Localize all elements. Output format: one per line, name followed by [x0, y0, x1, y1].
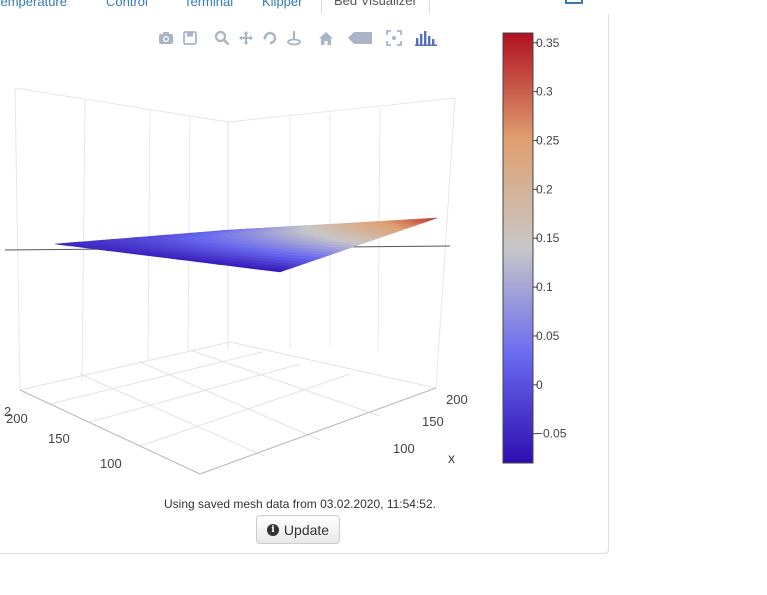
tab-bed-visualizer[interactable]: Bed Visualizer	[321, 0, 430, 15]
colorbar-tick-label: −0.05	[536, 427, 567, 441]
floor-grid-line	[79, 373, 265, 457]
scene-floor-grid	[19, 341, 437, 475]
x-tick-label: 100	[393, 441, 415, 456]
grid-line	[435, 97, 456, 389]
floor-grid-line	[139, 373, 351, 447]
z-tick-label: 2	[4, 404, 11, 419]
home-icon[interactable]	[315, 28, 337, 48]
orbit-icon[interactable]	[259, 28, 281, 48]
update-button[interactable]: i Update	[256, 515, 340, 544]
plotly-logo-icon[interactable]	[415, 28, 437, 48]
x-tick-label: 150	[422, 414, 444, 429]
grid-line	[227, 97, 456, 123]
hover-closest-icon[interactable]	[347, 28, 373, 48]
colorbar: 0.35 0.3 0.25 0.2 0.15 0.1 0.05 0 −0.05	[502, 32, 567, 464]
tab-klipper[interactable]: Klipper	[262, 0, 303, 9]
grid-line	[14, 87, 229, 123]
mesh-surface	[54, 217, 438, 273]
floor-grid-line	[139, 361, 321, 441]
colorbar-tick-label: 0.15	[536, 231, 560, 245]
colorbar-tick-label: 0	[536, 378, 543, 392]
info-icon: i	[266, 523, 279, 536]
pan-icon[interactable]	[235, 28, 257, 48]
floor-grid-line	[89, 363, 301, 423]
y-tick-label: 200	[6, 411, 28, 426]
colorbar-tick-label: 0.35	[536, 36, 560, 50]
colorbar-tick-label: 0.3	[536, 85, 553, 99]
surface-plot-3d[interactable]: 200 150 100 2 200 150 100 x	[0, 30, 500, 490]
scene-walls	[4, 87, 456, 391]
floor-grid-line	[189, 349, 381, 417]
tab-terminal[interactable]: Terminal	[184, 0, 234, 9]
y-tick-label: 150	[48, 431, 70, 446]
turntable-icon[interactable]	[283, 28, 305, 48]
x-tick-label: 200	[446, 392, 468, 407]
camera-icon[interactable]	[155, 28, 177, 48]
x-axis-line	[199, 387, 437, 475]
grid-line	[81, 99, 86, 381]
colorbar-tick-label: 0.1	[536, 280, 553, 294]
spike-lines-icon[interactable]	[383, 28, 405, 48]
status-text: Using saved mesh data from 03.02.2020, 1…	[164, 497, 436, 511]
update-button-label: Update	[283, 521, 330, 538]
tab-temperature[interactable]: Temperature	[0, 0, 67, 9]
colorbar-tick-label: 0.2	[536, 182, 553, 196]
floor-grid-line	[49, 351, 263, 405]
surface-cell	[420, 217, 438, 222]
colorbar-box	[502, 32, 534, 464]
y-axis-line	[19, 389, 201, 475]
tray-icon[interactable]	[565, 0, 583, 4]
floor-grid-line	[19, 341, 231, 391]
grid-line	[14, 87, 21, 391]
floor-grid-line	[229, 341, 437, 389]
tab-control[interactable]: Control	[106, 0, 148, 9]
colorbar-tick-label: 0.05	[536, 329, 560, 343]
colorbar-tick-label: 0.25	[536, 134, 560, 148]
plot-modebar	[155, 28, 439, 48]
tab-bar: Temperature Control Terminal Klipper Bed…	[0, 0, 608, 15]
x-axis-title: x	[448, 450, 455, 466]
grid-line	[147, 109, 151, 361]
y-tick-label: 100	[100, 456, 122, 471]
zoom-icon[interactable]	[211, 28, 233, 48]
save-icon[interactable]	[179, 28, 201, 48]
colorbar-ticks: 0.35 0.3 0.25 0.2 0.15 0.1 0.05 0 −0.05	[533, 36, 567, 441]
